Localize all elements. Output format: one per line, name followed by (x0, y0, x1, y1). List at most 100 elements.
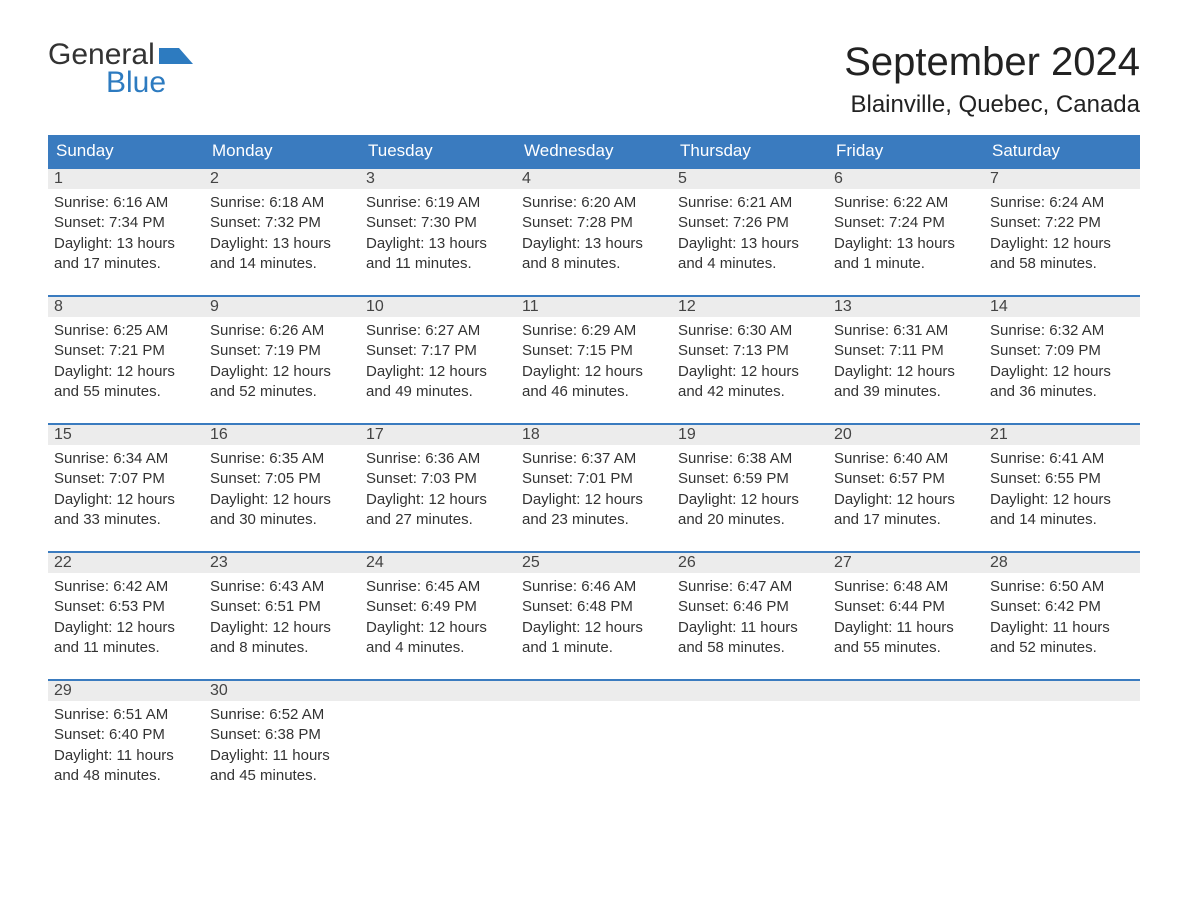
day-cell: 3Sunrise: 6:19 AMSunset: 7:30 PMDaylight… (360, 167, 516, 277)
day-number: 14 (984, 295, 1140, 317)
day-cell: 14Sunrise: 6:32 AMSunset: 7:09 PMDayligh… (984, 295, 1140, 405)
day-number (360, 679, 516, 701)
week-row: 22Sunrise: 6:42 AMSunset: 6:53 PMDayligh… (48, 551, 1140, 661)
day-cell: 5Sunrise: 6:21 AMSunset: 7:26 PMDaylight… (672, 167, 828, 277)
day-cell: 1Sunrise: 6:16 AMSunset: 7:34 PMDaylight… (48, 167, 204, 277)
day-cell (984, 679, 1140, 789)
day-number: 15 (48, 423, 204, 445)
day-details: Sunrise: 6:48 AMSunset: 6:44 PMDaylight:… (828, 573, 984, 658)
day-cell: 21Sunrise: 6:41 AMSunset: 6:55 PMDayligh… (984, 423, 1140, 533)
weekday-cell: Tuesday (360, 135, 516, 167)
day-number: 27 (828, 551, 984, 573)
day-cell: 17Sunrise: 6:36 AMSunset: 7:03 PMDayligh… (360, 423, 516, 533)
day-cell (360, 679, 516, 789)
day-number: 8 (48, 295, 204, 317)
weekday-header-row: SundayMondayTuesdayWednesdayThursdayFrid… (48, 135, 1140, 167)
day-number: 11 (516, 295, 672, 317)
day-details: Sunrise: 6:46 AMSunset: 6:48 PMDaylight:… (516, 573, 672, 658)
day-cell: 15Sunrise: 6:34 AMSunset: 7:07 PMDayligh… (48, 423, 204, 533)
day-number: 9 (204, 295, 360, 317)
day-details: Sunrise: 6:27 AMSunset: 7:17 PMDaylight:… (360, 317, 516, 402)
calendar-body: 1Sunrise: 6:16 AMSunset: 7:34 PMDaylight… (48, 167, 1140, 789)
day-details: Sunrise: 6:32 AMSunset: 7:09 PMDaylight:… (984, 317, 1140, 402)
day-details: Sunrise: 6:18 AMSunset: 7:32 PMDaylight:… (204, 189, 360, 274)
day-number: 29 (48, 679, 204, 701)
weekday-cell: Thursday (672, 135, 828, 167)
day-number (828, 679, 984, 701)
day-cell: 24Sunrise: 6:45 AMSunset: 6:49 PMDayligh… (360, 551, 516, 661)
weekday-cell: Monday (204, 135, 360, 167)
day-details: Sunrise: 6:43 AMSunset: 6:51 PMDaylight:… (204, 573, 360, 658)
month-title: September 2024 (844, 40, 1140, 85)
day-cell: 10Sunrise: 6:27 AMSunset: 7:17 PMDayligh… (360, 295, 516, 405)
day-cell: 11Sunrise: 6:29 AMSunset: 7:15 PMDayligh… (516, 295, 672, 405)
weekday-cell: Sunday (48, 135, 204, 167)
week-row: 1Sunrise: 6:16 AMSunset: 7:34 PMDaylight… (48, 167, 1140, 277)
day-details: Sunrise: 6:37 AMSunset: 7:01 PMDaylight:… (516, 445, 672, 530)
day-details: Sunrise: 6:51 AMSunset: 6:40 PMDaylight:… (48, 701, 204, 786)
location-label: Blainville, Quebec, Canada (844, 91, 1140, 119)
day-number (984, 679, 1140, 701)
day-details: Sunrise: 6:38 AMSunset: 6:59 PMDaylight:… (672, 445, 828, 530)
day-details: Sunrise: 6:40 AMSunset: 6:57 PMDaylight:… (828, 445, 984, 530)
weekday-cell: Wednesday (516, 135, 672, 167)
day-number: 2 (204, 167, 360, 189)
day-details: Sunrise: 6:29 AMSunset: 7:15 PMDaylight:… (516, 317, 672, 402)
day-number: 10 (360, 295, 516, 317)
day-cell: 7Sunrise: 6:24 AMSunset: 7:22 PMDaylight… (984, 167, 1140, 277)
day-number: 18 (516, 423, 672, 445)
day-details: Sunrise: 6:22 AMSunset: 7:24 PMDaylight:… (828, 189, 984, 274)
day-number: 12 (672, 295, 828, 317)
day-cell: 30Sunrise: 6:52 AMSunset: 6:38 PMDayligh… (204, 679, 360, 789)
day-cell: 25Sunrise: 6:46 AMSunset: 6:48 PMDayligh… (516, 551, 672, 661)
day-number: 4 (516, 167, 672, 189)
day-details: Sunrise: 6:24 AMSunset: 7:22 PMDaylight:… (984, 189, 1140, 274)
day-number: 5 (672, 167, 828, 189)
day-details: Sunrise: 6:36 AMSunset: 7:03 PMDaylight:… (360, 445, 516, 530)
day-number: 23 (204, 551, 360, 573)
calendar: SundayMondayTuesdayWednesdayThursdayFrid… (48, 135, 1140, 789)
day-number: 3 (360, 167, 516, 189)
weekday-cell: Friday (828, 135, 984, 167)
day-cell: 4Sunrise: 6:20 AMSunset: 7:28 PMDaylight… (516, 167, 672, 277)
week-row: 8Sunrise: 6:25 AMSunset: 7:21 PMDaylight… (48, 295, 1140, 405)
day-number: 6 (828, 167, 984, 189)
day-cell: 28Sunrise: 6:50 AMSunset: 6:42 PMDayligh… (984, 551, 1140, 661)
day-cell: 2Sunrise: 6:18 AMSunset: 7:32 PMDaylight… (204, 167, 360, 277)
day-cell: 26Sunrise: 6:47 AMSunset: 6:46 PMDayligh… (672, 551, 828, 661)
day-number: 20 (828, 423, 984, 445)
day-number: 19 (672, 423, 828, 445)
week-row: 15Sunrise: 6:34 AMSunset: 7:07 PMDayligh… (48, 423, 1140, 533)
day-details: Sunrise: 6:41 AMSunset: 6:55 PMDaylight:… (984, 445, 1140, 530)
day-details: Sunrise: 6:26 AMSunset: 7:19 PMDaylight:… (204, 317, 360, 402)
day-details: Sunrise: 6:50 AMSunset: 6:42 PMDaylight:… (984, 573, 1140, 658)
day-details: Sunrise: 6:30 AMSunset: 7:13 PMDaylight:… (672, 317, 828, 402)
day-number (516, 679, 672, 701)
brand-logo: General Blue (48, 40, 193, 98)
day-number: 25 (516, 551, 672, 573)
day-details: Sunrise: 6:19 AMSunset: 7:30 PMDaylight:… (360, 189, 516, 274)
day-number: 30 (204, 679, 360, 701)
brand-word2: Blue (48, 68, 193, 98)
day-cell: 20Sunrise: 6:40 AMSunset: 6:57 PMDayligh… (828, 423, 984, 533)
day-number: 1 (48, 167, 204, 189)
day-cell: 6Sunrise: 6:22 AMSunset: 7:24 PMDaylight… (828, 167, 984, 277)
day-number: 22 (48, 551, 204, 573)
day-cell: 13Sunrise: 6:31 AMSunset: 7:11 PMDayligh… (828, 295, 984, 405)
day-details: Sunrise: 6:25 AMSunset: 7:21 PMDaylight:… (48, 317, 204, 402)
day-number: 13 (828, 295, 984, 317)
day-number (672, 679, 828, 701)
day-cell: 29Sunrise: 6:51 AMSunset: 6:40 PMDayligh… (48, 679, 204, 789)
day-cell (672, 679, 828, 789)
day-cell: 8Sunrise: 6:25 AMSunset: 7:21 PMDaylight… (48, 295, 204, 405)
day-cell: 22Sunrise: 6:42 AMSunset: 6:53 PMDayligh… (48, 551, 204, 661)
day-cell (516, 679, 672, 789)
day-cell (828, 679, 984, 789)
day-number: 26 (672, 551, 828, 573)
day-number: 16 (204, 423, 360, 445)
day-details: Sunrise: 6:34 AMSunset: 7:07 PMDaylight:… (48, 445, 204, 530)
day-number: 17 (360, 423, 516, 445)
day-number: 7 (984, 167, 1140, 189)
day-cell: 23Sunrise: 6:43 AMSunset: 6:51 PMDayligh… (204, 551, 360, 661)
day-cell: 27Sunrise: 6:48 AMSunset: 6:44 PMDayligh… (828, 551, 984, 661)
